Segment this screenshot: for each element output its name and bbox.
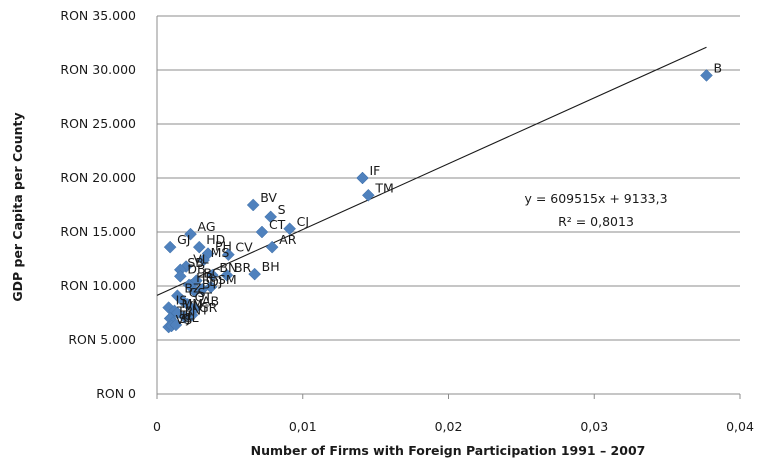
point-label-cl: CL bbox=[183, 310, 199, 325]
y-tick-label: RON 10.000 bbox=[60, 278, 136, 293]
y-tick-label: RON 35.000 bbox=[60, 8, 136, 23]
axes bbox=[156, 16, 741, 399]
data-point-nt bbox=[178, 310, 192, 324]
x-tick-label: 0,01 bbox=[289, 419, 317, 434]
point-label-db: DB bbox=[187, 261, 205, 276]
y-tick-label: RON 25.000 bbox=[60, 116, 136, 131]
data-point-cl bbox=[169, 318, 183, 332]
gridlines bbox=[157, 15, 740, 341]
data-point-cv bbox=[222, 248, 235, 262]
point-label-bt: BT bbox=[202, 276, 219, 291]
x-tick-label: 0 bbox=[153, 419, 161, 434]
data-points bbox=[162, 69, 713, 334]
y-tick-label: RON 0 bbox=[96, 386, 136, 401]
point-label-cv: CV bbox=[235, 240, 253, 255]
point-label-s: S bbox=[278, 202, 286, 217]
data-point-ct bbox=[255, 225, 269, 239]
data-point-hd bbox=[192, 240, 206, 254]
data-point-if bbox=[356, 171, 369, 185]
point-label-if: IF bbox=[370, 163, 381, 178]
point-label-sm: SM bbox=[218, 272, 237, 287]
data-point-b bbox=[700, 69, 713, 82]
point-label-bz: BZ bbox=[184, 281, 201, 296]
trendline bbox=[156, 46, 707, 296]
point-label-ar: AR bbox=[279, 232, 297, 247]
point-label-tr: TR bbox=[176, 303, 194, 318]
point-label-nt: NT bbox=[192, 302, 209, 317]
point-label-bv: BV bbox=[260, 190, 277, 205]
point-label-bc: BC bbox=[203, 266, 220, 281]
x-tick-labels: 0 0,01 0,02 0,03 0,04 bbox=[153, 419, 754, 434]
point-label-mm: MM bbox=[181, 296, 203, 311]
point-label-ab: AB bbox=[202, 294, 219, 309]
data-point-bt bbox=[188, 285, 202, 298]
point-label-bh: BH bbox=[262, 259, 280, 274]
data-point-ag bbox=[184, 227, 197, 241]
point-label-ms: MS bbox=[211, 245, 230, 260]
point-label-br: BR bbox=[234, 260, 252, 275]
point-label-ct: CT bbox=[269, 217, 286, 232]
trendline-group bbox=[156, 46, 707, 296]
data-point-bn bbox=[206, 268, 219, 282]
point-label-bn: BN bbox=[219, 260, 237, 275]
point-label-sj: SJ bbox=[179, 311, 191, 326]
data-point-br bbox=[220, 268, 234, 282]
point-label-hd: HD bbox=[206, 232, 225, 247]
data-point-bv bbox=[246, 198, 260, 212]
point-label-dj: DJ bbox=[209, 274, 222, 289]
x-tick-label: 0,02 bbox=[435, 419, 463, 434]
point-label-vl: VL bbox=[193, 252, 209, 267]
point-label-gj: GJ bbox=[177, 232, 190, 247]
trendline-equation: y = 609515x + 9133,3 bbox=[524, 191, 667, 206]
y-axis-title: GDP per Capita per County bbox=[10, 112, 25, 301]
point-label-is: IS bbox=[176, 293, 188, 308]
point-label-sb: SB bbox=[187, 255, 204, 270]
point-label-cj: CJ bbox=[297, 214, 309, 229]
point-label-ot: OT bbox=[195, 289, 213, 304]
y-tick-label: RON 5.000 bbox=[68, 332, 136, 347]
y-tick-label: RON 15.000 bbox=[60, 224, 136, 239]
data-point-cj bbox=[283, 222, 296, 236]
point-label-cs: CS bbox=[189, 285, 206, 300]
point-label-gr: GR bbox=[199, 300, 218, 315]
y-tick-labels: RON 0 RON 5.000 RON 10.000 RON 15.000 RON 20… bbox=[60, 8, 136, 401]
y-tick-label: RON 30.000 bbox=[60, 62, 136, 77]
data-point-db bbox=[173, 269, 187, 283]
point-label-b: B bbox=[713, 60, 722, 75]
point-label-ph: PH bbox=[215, 239, 232, 254]
data-point-ms bbox=[197, 253, 210, 267]
data-point-tm bbox=[361, 188, 375, 202]
point-label-tl: TL bbox=[179, 308, 195, 323]
r-squared-label: R² = 0,8013 bbox=[558, 214, 634, 229]
point-label-hr: HR bbox=[196, 270, 214, 285]
point-label-vn: VN bbox=[184, 298, 202, 313]
data-point-sm bbox=[204, 280, 218, 294]
data-point-gj bbox=[163, 240, 177, 254]
x-tick-label: 0,04 bbox=[726, 419, 754, 434]
y-tick-label: RON 20.000 bbox=[60, 170, 136, 185]
point-label-tm: TM bbox=[374, 180, 393, 195]
x-tick-label: 0,03 bbox=[580, 419, 608, 434]
data-point-ar bbox=[265, 240, 279, 254]
point-label-vs: VS bbox=[176, 312, 193, 327]
x-axis-title: Number of Firms with Foreign Participati… bbox=[251, 443, 646, 458]
data-point-bh bbox=[248, 267, 262, 281]
data-point-s bbox=[264, 210, 278, 224]
point-label-ag: AG bbox=[198, 219, 216, 234]
